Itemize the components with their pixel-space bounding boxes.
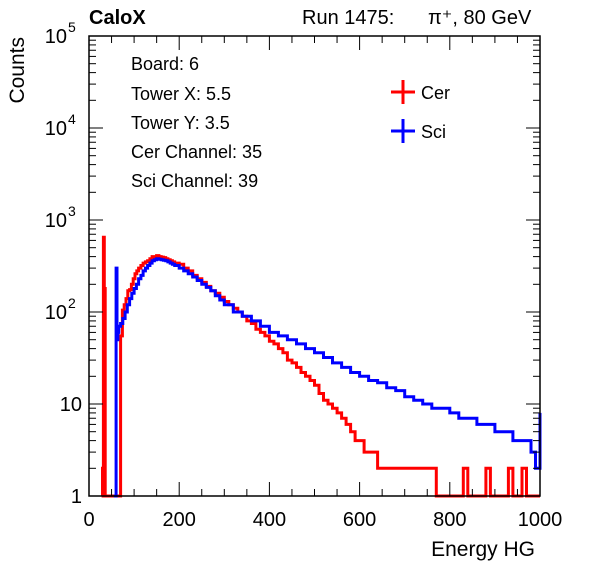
info-box: Board: 6 Tower X: 5.5 Tower Y: 3.5 Cer C… <box>118 42 358 192</box>
run-label: Run 1475: <box>302 7 394 29</box>
info-sci-channel: Sci Channel: 39 <box>131 171 258 191</box>
y-tick-label-exponent: 4 <box>68 111 76 127</box>
x-tick-label: 400 <box>253 509 286 531</box>
info-tower-x: Tower X: 5.5 <box>131 84 231 104</box>
legend-entry-cer: Cer <box>391 80 450 104</box>
x-tick-label: 800 <box>433 509 466 531</box>
y-tick-label: 10 <box>60 394 82 416</box>
y-tick-label-exponent: 5 <box>68 19 76 35</box>
y-tick-label: 1 <box>71 486 82 508</box>
x-tick-label: 200 <box>163 509 196 531</box>
info-tower-y: Tower Y: 3.5 <box>131 113 230 133</box>
y-tick-label-power: 10 5 <box>45 19 76 48</box>
y-tick-label-base: 10 <box>45 118 67 140</box>
y-tick-label-power: 10 3 <box>45 203 76 232</box>
legend-sci-label: Sci <box>421 122 446 142</box>
y-tick-label-base: 10 <box>45 26 67 48</box>
x-tick-label: 1000 <box>518 509 563 531</box>
y-tick-label-exponent: 3 <box>68 203 76 219</box>
x-tick-label: 600 <box>343 509 376 531</box>
legend-cer-label: Cer <box>421 83 450 103</box>
y-tick-label-exponent: 2 <box>68 295 76 311</box>
info-cer-channel: Cer Channel: 35 <box>131 142 262 162</box>
y-tick-label-base: 10 <box>45 210 67 232</box>
y-tick-label-base: 10 <box>45 302 67 324</box>
y-tick-label-power: 10 2 <box>45 295 76 324</box>
chart-brand: CaloX <box>89 7 146 29</box>
info-board: Board: 6 <box>131 54 199 74</box>
legend: Cer Sci <box>391 80 450 143</box>
y-axis-label: Counts <box>6 37 29 104</box>
x-tick-label: 0 <box>83 509 94 531</box>
particle-label: π⁺, 80 GeV <box>428 7 532 29</box>
x-axis-label: Energy HG <box>431 538 535 561</box>
legend-entry-sci: Sci <box>391 119 446 143</box>
info-box-background <box>118 42 358 192</box>
y-tick-label-power: 10 4 <box>45 111 76 140</box>
series-cer-line <box>101 235 540 498</box>
series-sci-line <box>113 257 542 498</box>
series-layer <box>101 235 542 498</box>
